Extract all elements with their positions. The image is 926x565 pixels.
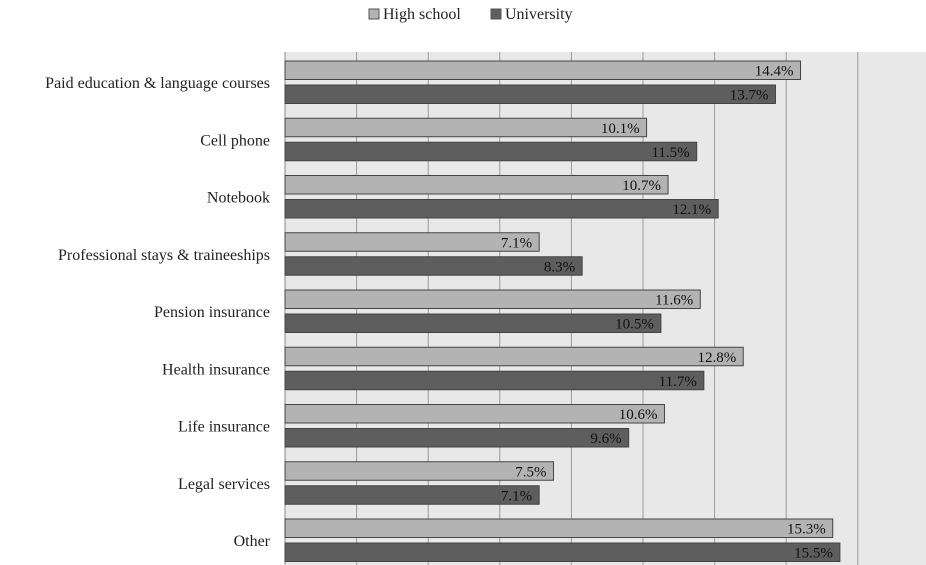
category-label: Legal services	[178, 476, 270, 493]
legend-swatch-high-school	[368, 8, 380, 20]
data-label: 7.1%	[501, 235, 532, 251]
data-label: 10.5%	[615, 317, 654, 333]
value-labels: 14.4% 13.7% 10.1% 11.5% 10.7% 12.1% 7.1% 8.3% 11…	[501, 64, 833, 562]
bar-high-school	[284, 289, 701, 309]
legend: High school University	[368, 6, 573, 23]
data-label: 10.6%	[619, 407, 658, 423]
data-label: 12.1%	[672, 202, 711, 218]
data-label: 11.7%	[659, 374, 697, 390]
category-label: Life insurance	[178, 419, 270, 436]
bar-high-school	[284, 346, 744, 367]
bar-university	[284, 485, 540, 505]
bar-high-school	[284, 518, 834, 538]
data-label: 15.5%	[794, 546, 833, 562]
bar-university	[284, 313, 662, 333]
category-label: Professional stays & traineeships	[58, 247, 270, 264]
data-label: 7.5%	[515, 464, 546, 480]
data-label: 15.3%	[787, 522, 826, 538]
bar-high-school	[284, 461, 554, 481]
data-label: 12.8%	[697, 350, 736, 366]
data-label: 13.7%	[730, 88, 769, 104]
data-label: 9.6%	[590, 431, 621, 447]
category-label: Paid education & language courses	[45, 75, 270, 92]
bar-high-school	[284, 117, 648, 138]
bar-university	[284, 428, 630, 448]
bar-university	[284, 370, 705, 391]
bar-university	[284, 542, 841, 562]
category-label: Health insurance	[162, 361, 270, 378]
category-label: Other	[234, 533, 271, 550]
data-label: 10.7%	[622, 178, 661, 194]
bar-high-school	[284, 232, 540, 252]
bar-university	[284, 199, 719, 219]
legend-swatch-university	[490, 8, 502, 20]
data-label: 11.6%	[655, 293, 693, 309]
data-label: 14.4%	[755, 64, 794, 80]
data-label: 8.3%	[544, 259, 575, 275]
data-label: 7.1%	[501, 488, 532, 504]
category-label: Notebook	[207, 190, 270, 207]
bar-high-school	[284, 175, 669, 195]
bar-university	[284, 84, 776, 104]
bars	[284, 60, 841, 562]
data-label: 11.5%	[651, 145, 689, 161]
category-label: Cell phone	[200, 132, 270, 149]
category-label: Pension insurance	[154, 304, 270, 321]
data-label: 10.1%	[601, 121, 640, 137]
bar-university	[284, 256, 583, 276]
legend-label-university: University	[505, 6, 573, 23]
legend-label-high-school: High school	[383, 6, 461, 23]
category-labels: Paid education & language courses Cell ph…	[45, 75, 270, 550]
bar-high-school	[284, 404, 665, 424]
bar-high-school	[284, 60, 802, 80]
bar-university	[284, 141, 698, 162]
